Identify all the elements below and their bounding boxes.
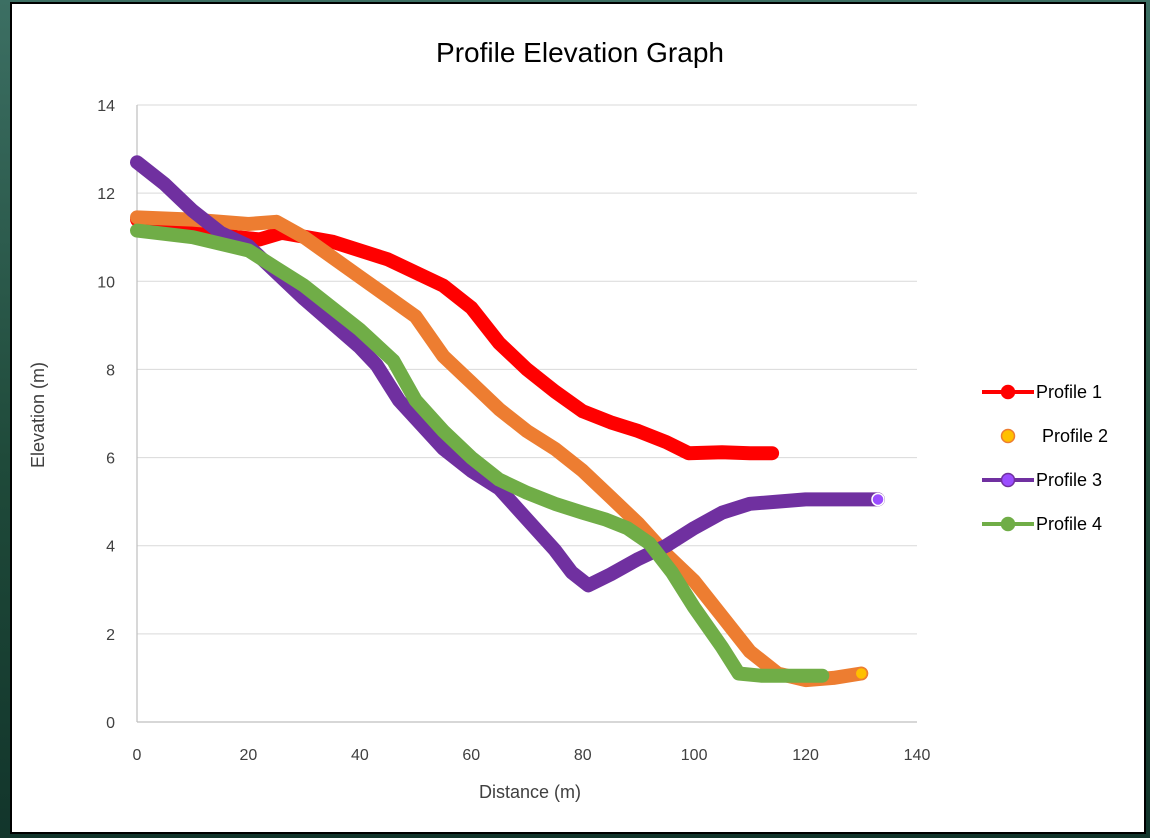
chart-frame xyxy=(10,2,1146,834)
legend-marker xyxy=(1000,516,1016,532)
x-tick-label: 0 xyxy=(133,747,142,764)
x-tick-label: 40 xyxy=(351,747,369,764)
legend-label: Profile 1 xyxy=(1036,382,1102,402)
y-tick-label: 0 xyxy=(106,715,115,732)
legend-item-4: Profile 4 xyxy=(982,514,1102,534)
x-axis-title: Distance (m) xyxy=(479,782,581,802)
y-tick-label: 4 xyxy=(106,539,115,556)
y-tick-label: 2 xyxy=(106,627,115,644)
legend-item-3: Profile 3 xyxy=(982,470,1102,490)
x-tick-label: 140 xyxy=(904,747,931,764)
series-layer xyxy=(130,155,885,688)
x-tick-label: 20 xyxy=(240,747,258,764)
grid-layer xyxy=(137,104,917,635)
y-axis-title: Elevation (m) xyxy=(28,362,48,468)
legend-marker xyxy=(1000,472,1016,488)
x-tick-label: 120 xyxy=(792,747,819,764)
series-line-2 xyxy=(130,210,869,688)
legend-item-1: Profile 1 xyxy=(982,382,1102,402)
legend-label: Profile 2 xyxy=(1042,426,1108,446)
y-tick-label: 8 xyxy=(106,362,115,379)
legend-label: Profile 4 xyxy=(1036,514,1102,534)
legend: Profile 1 Profile 2 Profile 3 Profile 4 xyxy=(982,382,1108,534)
legend-marker xyxy=(1000,384,1016,400)
legend-marker xyxy=(1000,428,1016,444)
chart-title: Profile Elevation Graph xyxy=(436,37,724,68)
legend-label: Profile 3 xyxy=(1036,470,1102,490)
x-tick-label: 60 xyxy=(462,747,480,764)
series-line-4 xyxy=(130,223,830,683)
y-tick-label: 14 xyxy=(97,98,115,115)
x-tick-label: 100 xyxy=(681,747,708,764)
y-tick-label: 10 xyxy=(97,274,115,291)
series-line-1 xyxy=(130,212,780,461)
y-tick-label: 12 xyxy=(97,186,115,203)
series-end-marker-2 xyxy=(854,666,869,681)
y-tick-label: 6 xyxy=(106,451,115,468)
series-end-marker-3 xyxy=(871,492,885,507)
legend-item-2: Profile 2 xyxy=(1000,426,1108,446)
x-tick-label: 80 xyxy=(574,747,592,764)
